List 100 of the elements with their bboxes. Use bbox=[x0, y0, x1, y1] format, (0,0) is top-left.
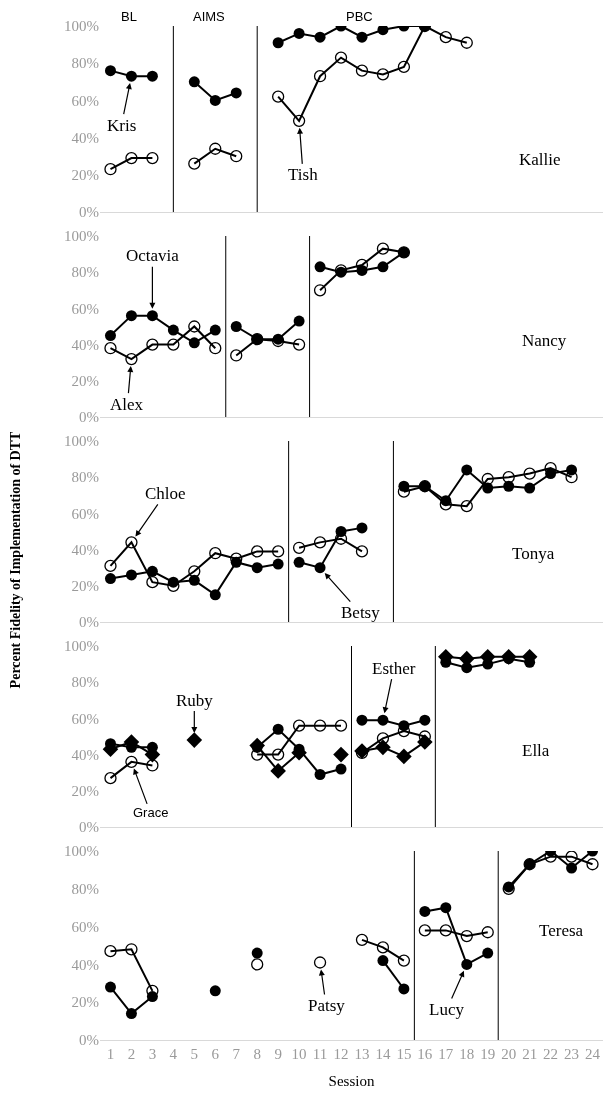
point bbox=[398, 720, 410, 732]
x-tick-label: 1 bbox=[106, 1046, 115, 1062]
y-tick-label: 100% bbox=[64, 433, 99, 450]
point bbox=[209, 547, 222, 560]
x-tick-label: 12 bbox=[333, 1046, 349, 1062]
annotation: Teresa bbox=[539, 921, 584, 940]
point bbox=[251, 958, 264, 971]
y-tick-label: 0% bbox=[79, 819, 99, 836]
point bbox=[482, 947, 494, 959]
point bbox=[292, 719, 306, 732]
point bbox=[439, 31, 452, 44]
point bbox=[188, 337, 200, 349]
x-tick-label: 10 bbox=[291, 1046, 307, 1062]
point bbox=[167, 576, 179, 588]
point bbox=[146, 991, 158, 1003]
point bbox=[314, 769, 326, 781]
point bbox=[335, 526, 347, 537]
point bbox=[482, 482, 494, 494]
annotation: Esther bbox=[372, 659, 416, 678]
x-tick-label: 21 bbox=[522, 1046, 538, 1062]
point bbox=[461, 958, 473, 970]
point bbox=[356, 522, 368, 534]
point bbox=[335, 763, 347, 775]
point bbox=[355, 64, 369, 77]
point bbox=[230, 321, 242, 332]
y-tick-label: 20% bbox=[71, 994, 99, 1011]
point bbox=[523, 467, 536, 480]
point bbox=[481, 472, 494, 486]
point bbox=[376, 242, 390, 255]
point bbox=[419, 905, 431, 917]
point bbox=[396, 748, 412, 765]
point bbox=[272, 90, 285, 103]
point bbox=[376, 732, 390, 745]
y-tick-label: 40% bbox=[71, 956, 99, 973]
point bbox=[293, 315, 305, 327]
point bbox=[314, 562, 326, 574]
point bbox=[333, 746, 349, 763]
point bbox=[397, 60, 411, 74]
y-tick-label: 0% bbox=[79, 614, 99, 631]
point bbox=[566, 862, 578, 874]
point bbox=[377, 26, 389, 36]
point bbox=[566, 464, 578, 476]
point bbox=[376, 68, 390, 81]
point bbox=[272, 558, 284, 570]
y-tick-label: 100% bbox=[64, 638, 99, 655]
annotation: Kris bbox=[107, 116, 137, 135]
point bbox=[313, 719, 327, 732]
y-tick-label: 80% bbox=[71, 469, 99, 486]
point bbox=[270, 763, 286, 779]
point bbox=[104, 330, 116, 342]
y-tick-label: 80% bbox=[71, 674, 99, 691]
y-tick-label: 40% bbox=[71, 336, 99, 353]
x-tick-label: 8 bbox=[253, 1046, 261, 1062]
y-tick-label: 0% bbox=[79, 1032, 99, 1049]
x-tick-label: 18 bbox=[459, 1046, 475, 1062]
point bbox=[104, 342, 117, 355]
y-tick-label: 40% bbox=[71, 746, 99, 763]
point bbox=[313, 956, 327, 969]
point bbox=[230, 556, 242, 568]
point bbox=[524, 482, 536, 494]
x-tick-label: 11 bbox=[312, 1046, 328, 1062]
point bbox=[209, 342, 222, 355]
point bbox=[209, 142, 222, 155]
point bbox=[292, 541, 306, 554]
annotation: Ruby bbox=[176, 691, 214, 710]
x-tick-label: 17 bbox=[438, 1046, 454, 1062]
point bbox=[293, 556, 305, 568]
x-tick-label: 2 bbox=[127, 1046, 136, 1062]
annotation: Lucy bbox=[429, 1000, 465, 1019]
x-tick-label: 24 bbox=[585, 1046, 601, 1062]
annotation: Ella bbox=[522, 741, 550, 760]
point bbox=[104, 771, 117, 785]
point bbox=[104, 981, 116, 993]
y-tick-label: 60% bbox=[71, 505, 99, 522]
point bbox=[355, 933, 369, 946]
x-axis-title: Session bbox=[328, 1073, 375, 1089]
annotation: Nancy bbox=[522, 331, 567, 350]
point bbox=[209, 94, 221, 106]
point bbox=[251, 947, 263, 959]
point bbox=[167, 324, 179, 336]
x-tick-label: 16 bbox=[417, 1046, 433, 1062]
point bbox=[125, 310, 137, 322]
point bbox=[460, 500, 473, 513]
point bbox=[461, 662, 473, 674]
point bbox=[125, 1008, 137, 1020]
point bbox=[292, 114, 306, 128]
y-tick-label: 20% bbox=[71, 783, 99, 800]
point bbox=[146, 310, 158, 322]
point bbox=[104, 559, 117, 573]
y-tick-label: 0% bbox=[79, 409, 99, 426]
x-tick-label: 23 bbox=[564, 1046, 580, 1062]
point bbox=[125, 569, 137, 581]
y-tick-label: 100% bbox=[64, 228, 99, 245]
x-tick-label: 14 bbox=[375, 1046, 391, 1062]
point bbox=[230, 349, 243, 362]
point bbox=[125, 536, 138, 549]
point bbox=[186, 732, 203, 748]
y-tick-label: 20% bbox=[71, 373, 99, 390]
point bbox=[272, 748, 285, 761]
point bbox=[167, 338, 180, 351]
